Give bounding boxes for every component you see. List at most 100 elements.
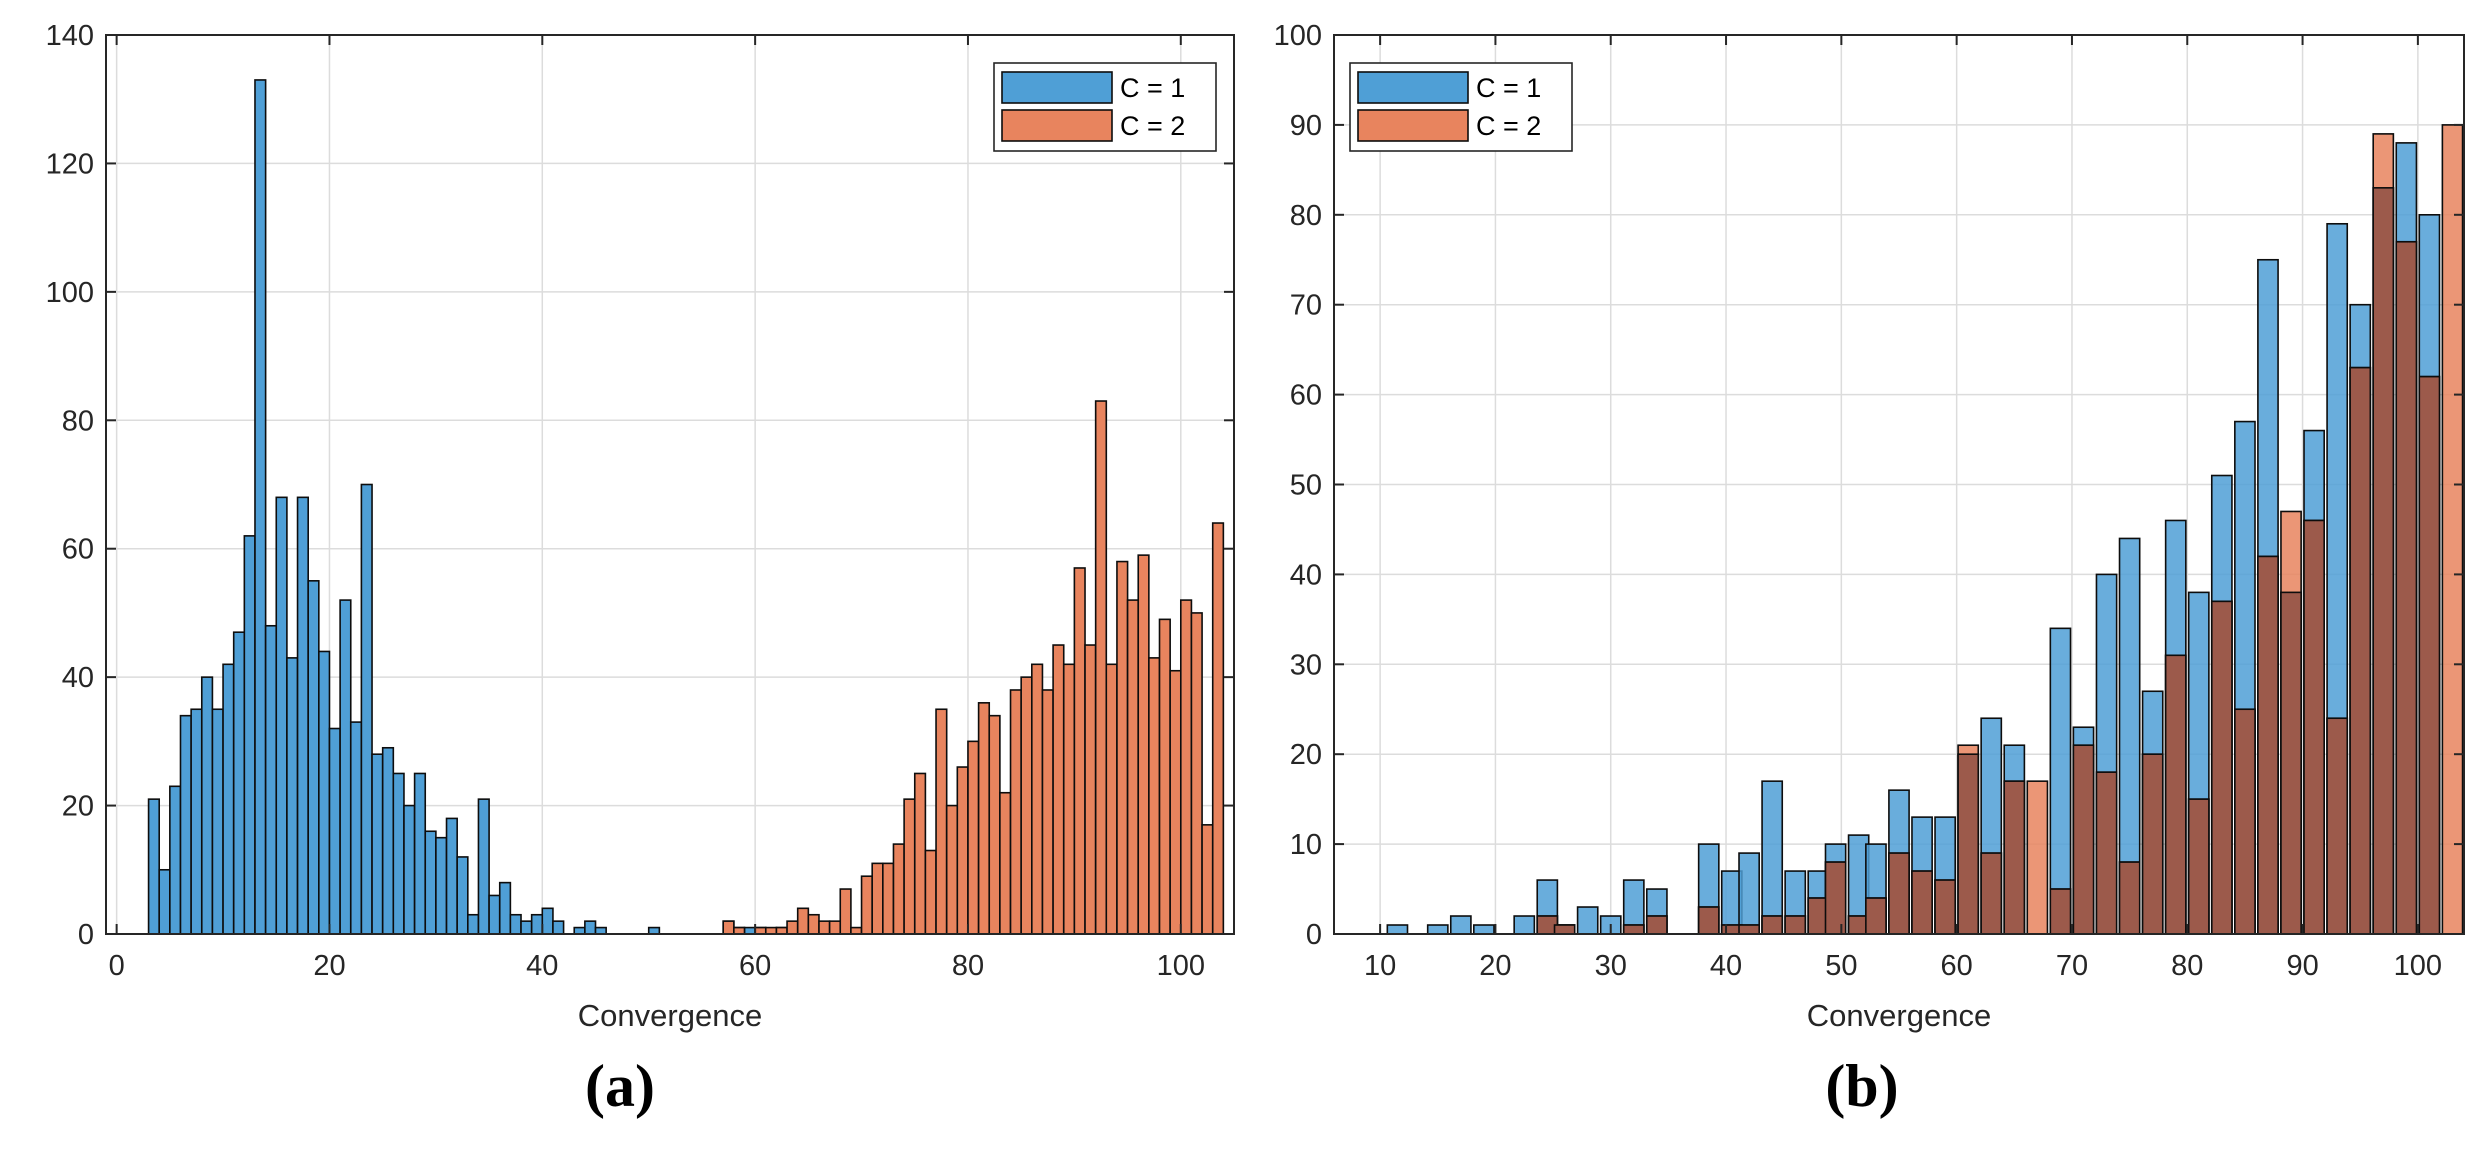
bar-overlap — [2326, 717, 2349, 935]
bar — [1513, 915, 1536, 935]
bar — [254, 79, 267, 935]
bar — [1126, 599, 1140, 935]
bar-overlap — [1934, 879, 1957, 935]
legend: C = 1 C = 2 — [1349, 62, 1573, 152]
overlap-bars — [1536, 187, 2441, 935]
bar — [456, 856, 469, 935]
bar — [860, 875, 873, 935]
bar-overlap — [1761, 915, 1784, 935]
x-tick-label: 70 — [2056, 950, 2088, 982]
bar — [1473, 924, 1495, 935]
x-axis: 10 20 30 40 50 60 70 80 90 100 — [1364, 35, 2442, 982]
bar — [1179, 599, 1193, 935]
bar — [935, 708, 948, 935]
bar — [445, 817, 458, 935]
y-tick-label: 80 — [1290, 200, 1322, 232]
bar — [1094, 400, 1108, 935]
bar-overlap — [1980, 852, 2003, 935]
panel-label: (b) — [1825, 1053, 1898, 1119]
bar-overlap — [1911, 870, 1933, 935]
x-tick-label: 100 — [2394, 950, 2442, 982]
y-tick-label: 20 — [1290, 739, 1322, 771]
y-tick-label: 90 — [1290, 110, 1322, 142]
bar-overlap — [1553, 924, 1576, 935]
bar — [722, 920, 735, 935]
bar — [200, 676, 214, 935]
bar — [381, 746, 395, 935]
bar — [520, 920, 533, 935]
legend-entry: C = 1 — [1476, 73, 1541, 103]
bar — [264, 624, 278, 935]
bar — [1073, 567, 1086, 935]
bar-overlap — [2164, 654, 2187, 935]
bar-overlap — [2049, 888, 2072, 935]
x-tick-label: 60 — [739, 950, 771, 982]
bar-overlap — [2003, 780, 2026, 935]
y-tick-label: 20 — [62, 791, 94, 823]
x-axis-label: Convergence — [578, 998, 762, 1033]
bar — [1041, 689, 1054, 935]
bar — [158, 868, 171, 935]
bar — [977, 702, 991, 935]
bar — [509, 913, 522, 935]
bar — [424, 830, 437, 935]
y-axis: 0 10 20 30 40 50 60 70 80 90 100 — [1274, 20, 2464, 951]
x-tick-label: 40 — [526, 950, 558, 982]
bar-overlap — [1784, 915, 1807, 935]
axes-frame — [105, 34, 1235, 935]
y-tick-label: 0 — [1306, 919, 1322, 951]
bar — [318, 650, 331, 935]
y-tick-label: 120 — [46, 148, 94, 180]
bar-overlap — [2187, 798, 2210, 935]
legend-entry: C = 2 — [1120, 111, 1185, 141]
x-axis-label: Convergence — [1807, 998, 1991, 1033]
bar — [2026, 780, 2049, 935]
bar — [307, 580, 320, 935]
panel-label: (a) — [585, 1053, 655, 1119]
y-tick-label: 30 — [1290, 649, 1322, 681]
bar — [892, 843, 905, 935]
x-tick-label: 100 — [1157, 950, 1205, 982]
y-tick-label: 10 — [1290, 829, 1322, 861]
bar — [1449, 915, 1472, 935]
bar — [296, 496, 309, 935]
bar-overlap — [2257, 555, 2279, 935]
bar — [1031, 663, 1044, 935]
y-tick-label: 100 — [46, 277, 94, 309]
bar — [498, 881, 512, 935]
bar — [1190, 612, 1203, 935]
bar — [328, 727, 341, 935]
x-tick-label: 80 — [2171, 950, 2203, 982]
bar-overlap — [2095, 771, 2118, 935]
bar — [1062, 663, 1076, 935]
bar — [190, 708, 203, 935]
bar-overlap — [1888, 852, 1910, 935]
y-tick-label: 140 — [46, 20, 94, 52]
bar — [913, 772, 927, 935]
bar-overlap — [2210, 600, 2233, 935]
bar — [1009, 689, 1022, 935]
histogram-panel-b: 10 20 30 40 50 60 70 80 90 100 0 10 20 30 40 50 60 70 80 90… — [1274, 20, 2465, 1119]
bar — [467, 913, 480, 935]
x-tick-label: 20 — [1479, 950, 1511, 982]
bar-overlap — [2072, 744, 2095, 935]
y-tick-label: 50 — [1290, 470, 1322, 502]
bar — [988, 714, 1001, 935]
bar — [1052, 644, 1065, 935]
bar — [807, 913, 820, 935]
y-tick-label: 70 — [1290, 290, 1322, 322]
bar — [349, 721, 363, 935]
bar-overlap — [2118, 861, 2141, 935]
bar-overlap — [1738, 924, 1760, 935]
bar-overlap — [1957, 753, 1980, 935]
bar — [1020, 676, 1033, 935]
bar — [1105, 663, 1118, 935]
bar-overlap — [2349, 366, 2372, 935]
bar — [1201, 824, 1214, 935]
bar-overlap — [2234, 708, 2256, 935]
bar — [435, 836, 448, 935]
bar — [839, 888, 852, 935]
x-tick-label: 10 — [1364, 950, 1396, 982]
bar — [796, 907, 810, 935]
